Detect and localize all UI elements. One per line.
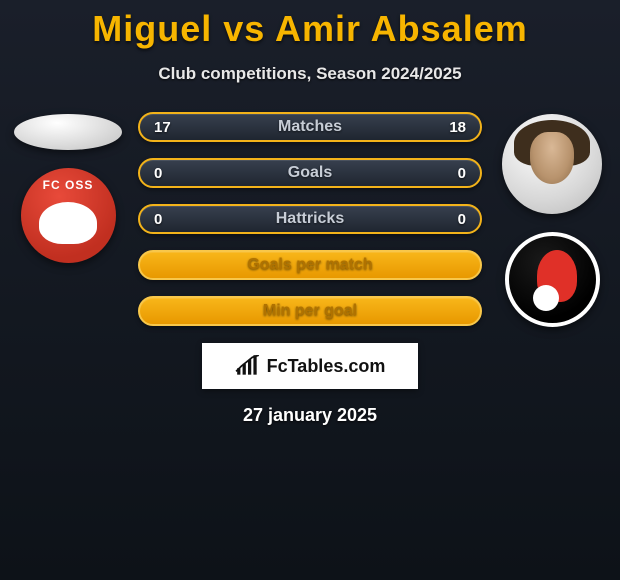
stat-value-left: 0	[154, 165, 162, 182]
stat-bar: Goals per match	[138, 250, 482, 280]
page-title: Miguel vs Amir Absalem	[0, 0, 620, 50]
stat-label: Hattricks	[276, 210, 344, 228]
stat-value-right: 0	[458, 165, 466, 182]
stats-bars: Matches 17 18 Goals 0 0 Hattricks 0 0 Goals per m…	[128, 112, 492, 326]
right-club-crest	[505, 232, 600, 327]
stat-value-right: 18	[449, 119, 466, 136]
stat-bar: Goals 0 0	[138, 158, 482, 188]
watermark-text: FcTables.com	[267, 356, 386, 377]
stat-bar: Min per goal	[138, 296, 482, 326]
stat-bar: Hattricks 0 0	[138, 204, 482, 234]
stat-value-right: 0	[458, 211, 466, 228]
right-player-avatar	[502, 114, 602, 214]
chart-icon	[235, 355, 261, 377]
stat-label: Goals	[288, 164, 332, 182]
right-player-column	[492, 112, 612, 327]
watermark: FcTables.com	[202, 343, 418, 389]
stat-label: Goals per match	[247, 256, 372, 274]
stat-label: Matches	[278, 118, 342, 136]
stat-label: Min per goal	[263, 302, 357, 320]
left-player-avatar	[14, 114, 122, 150]
date-label: 27 january 2025	[0, 405, 620, 426]
comparison-panel: FC OSS Matches1718Goals00Hattricks00Goal…	[0, 112, 620, 327]
left-player-column: FC OSS	[8, 112, 128, 263]
left-club-crest: FC OSS	[21, 168, 116, 263]
stat-value-left: 17	[154, 119, 171, 136]
subtitle: Club competitions, Season 2024/2025	[0, 64, 620, 84]
left-club-label: FC OSS	[21, 178, 116, 192]
stat-bar: Matches 17 18	[138, 112, 482, 142]
stat-value-left: 0	[154, 211, 162, 228]
